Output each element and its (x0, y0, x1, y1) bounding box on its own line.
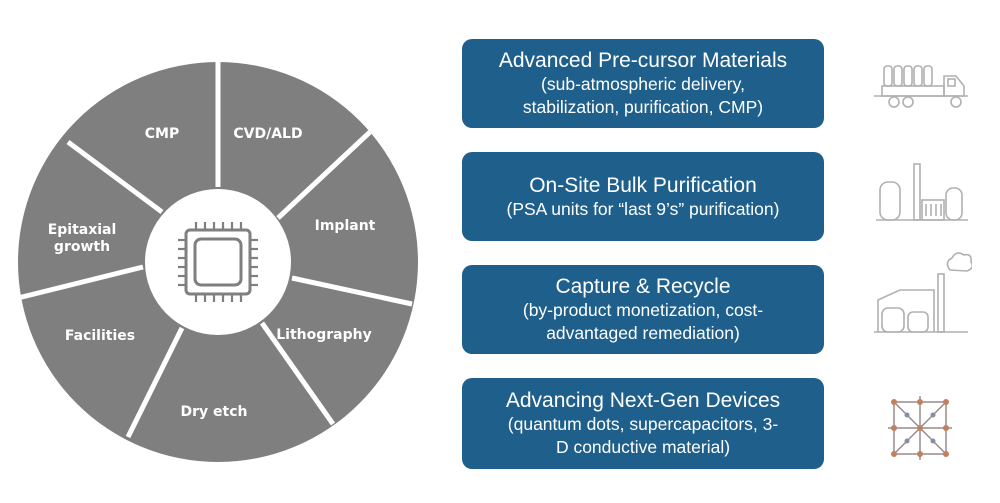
factory-smoke-icon (874, 252, 972, 333)
box-next-gen-devices: Advancing Next-Gen Devices (quantum dots… (462, 378, 824, 469)
process-wheel: CMP CVD/ALD Implant Lithography Dry etch… (17, 62, 418, 462)
box-precursor-materials: Advanced Pre-cursor Materials (sub-atmos… (462, 39, 824, 128)
segment-cmp: CMP (145, 126, 179, 142)
box-title: Capture & Recycle (555, 275, 731, 298)
box-subtitle-line1: (quantum dots, supercapacitors, 3- (507, 414, 779, 434)
segment-cvd-ald: CVD/ALD (233, 126, 302, 142)
box-subtitle-line1: (PSA units for “last 9’s” purification) (506, 198, 780, 219)
segment-dry-etch: Dry etch (181, 404, 248, 420)
box-capture-recycle: Capture & Recycle (by-product monetizati… (462, 265, 824, 354)
wheel-dividers (17, 62, 413, 439)
wheel-hub (145, 189, 291, 335)
segment-lithography: Lithography (276, 327, 371, 343)
box-subtitle-line1: (sub-atmospheric delivery, (541, 74, 745, 94)
segment-facilities: Facilities (65, 328, 135, 344)
box-subtitle-line2: advantaged remediation) (546, 323, 740, 343)
box-title: Advanced Pre-cursor Materials (498, 49, 788, 72)
box-title: On-Site Bulk Purification (529, 173, 757, 197)
segment-epitaxial: Epitaxial (48, 222, 117, 238)
box-subtitle-line2: D conductive material) (555, 437, 731, 457)
segment-implant: Implant (315, 218, 376, 234)
box-subtitle-line2: stabilization, purification, CMP) (522, 97, 764, 117)
chip-icon (178, 222, 258, 302)
truck-icon (874, 65, 968, 108)
box-title: Advancing Next-Gen Devices (505, 389, 781, 412)
segment-growth: growth (54, 239, 110, 255)
plant-icon (876, 163, 968, 221)
molecular-framework-icon (888, 396, 952, 460)
box-bulk-purification: On-Site Bulk Purification (PSA units for… (462, 152, 824, 241)
box-subtitle-line1: (by-product monetization, cost- (522, 300, 764, 320)
